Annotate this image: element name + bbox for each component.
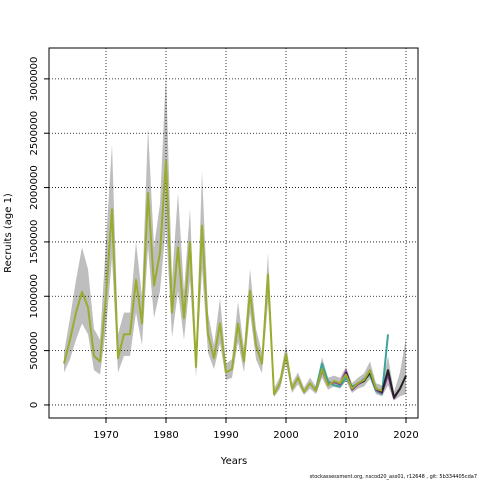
- y-tick-label: 500000: [29, 332, 40, 370]
- series-line: [63, 159, 383, 396]
- x-axis-label: Years: [220, 456, 247, 467]
- y-tick-label: 2000000: [29, 165, 40, 210]
- y-tick-label: 1000000: [29, 274, 40, 319]
- y-tick-label: 1500000: [29, 220, 40, 265]
- footer: stockassessment.org, nscod20_ass01, r126…: [310, 474, 477, 480]
- y-axis-label: Recruits (age 1): [3, 193, 14, 273]
- x-tick-label: 1980: [153, 430, 178, 441]
- x-tick-label: 2020: [393, 430, 418, 441]
- x-tick-label: 2010: [333, 430, 358, 441]
- y-tick-label: 3000000: [29, 57, 40, 102]
- x-tick-label: 1970: [93, 430, 118, 441]
- plot-frame: [48, 47, 419, 419]
- x-tick-label: 1990: [213, 430, 238, 441]
- confidence-band: [64, 73, 406, 401]
- x-tick-label: 2000: [273, 430, 298, 441]
- y-tick-label: 0: [29, 402, 40, 408]
- y-tick-label: 2500000: [29, 111, 40, 156]
